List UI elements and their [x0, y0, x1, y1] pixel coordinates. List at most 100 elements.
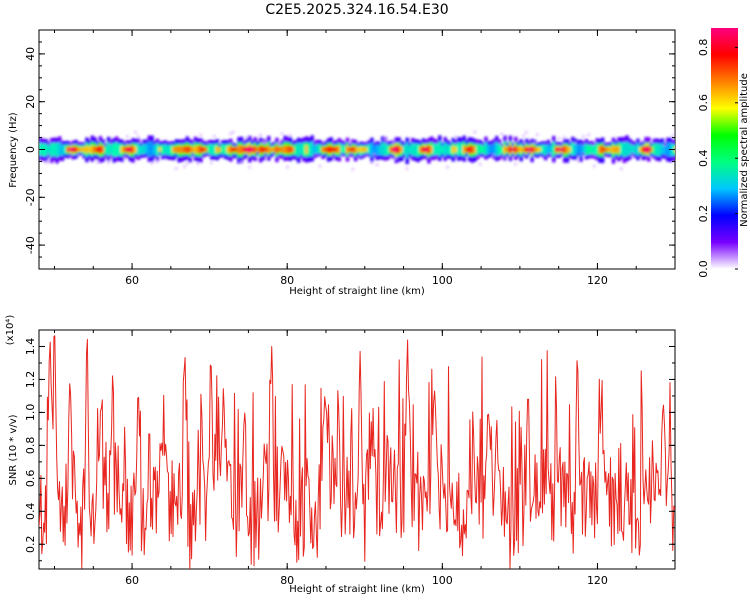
spectrogram-cell: [554, 147, 559, 152]
spectrogram-cell: [674, 130, 675, 134]
spectrogram-cell: [109, 157, 113, 161]
spectrogram-y-tick-label: 0: [24, 146, 37, 153]
spectrogram-cell: [533, 141, 537, 145]
spectrogram-cell: [560, 147, 564, 152]
spectrogram-cell: [576, 144, 580, 154]
spectrogram-cell: [630, 144, 635, 153]
spectrogram-y-tick-label: 40: [24, 47, 37, 61]
spectrogram-cell: [364, 147, 369, 152]
spectrogram-cell: [125, 146, 130, 153]
spectrogram-cell: [617, 145, 621, 154]
spectrogram-cell: [193, 145, 198, 154]
spectrogram-cell: [636, 143, 640, 156]
spectrogram-cell: [283, 145, 287, 154]
spectrogram-cell: [44, 160, 48, 164]
spectrogram-cell: [334, 146, 339, 153]
spectrogram-cell: [429, 145, 434, 154]
spectrogram-cell: [516, 147, 521, 152]
spectrogram-cell: [261, 140, 265, 144]
spectrogram-y-tick-label: -20: [24, 188, 37, 206]
spectrogram-cell: [280, 146, 285, 153]
spectrogram-cell: [562, 145, 567, 154]
spectrogram-cell: [484, 142, 488, 156]
spectrogram-cell: [478, 144, 483, 154]
spectrogram-cell: [58, 142, 62, 156]
spectrogram-cell: [378, 145, 382, 155]
spectrogram-cell: [163, 144, 168, 155]
spectrogram-cell: [552, 142, 556, 157]
snr-x-axis-title: Height of straight line (km): [289, 584, 425, 595]
spectrogram-cell: [619, 167, 623, 171]
spectrogram-cell: [253, 145, 257, 154]
snr-x-tick-label: 120: [587, 574, 608, 587]
spectrogram-cell: [505, 147, 510, 152]
spectrogram-cell: [400, 146, 404, 153]
spectrogram-cell: [470, 145, 475, 154]
spectrogram-cell: [196, 162, 200, 166]
spectrogram-cell: [310, 141, 314, 157]
spectrogram-cell: [191, 147, 195, 152]
spectrogram-cell: [348, 147, 352, 152]
spectrogram-cell: [381, 142, 385, 156]
spectrogram-cell: [66, 146, 70, 153]
spectrogram-cell: [351, 167, 355, 171]
spectrogram-cell: [256, 147, 260, 152]
spectrogram-x-tick-label: 100: [432, 274, 453, 287]
spectrogram-cell: [402, 145, 407, 155]
spectrogram-cell: [185, 145, 190, 154]
spectrogram-cell: [443, 142, 447, 156]
spectrogram-cell: [71, 146, 76, 153]
spectrogram-cell: [82, 147, 86, 152]
spectrogram-cell: [362, 147, 366, 152]
spectrogram-cell: [446, 144, 450, 155]
spectrogram-cell: [633, 145, 638, 155]
spectrogram-cell: [199, 145, 203, 154]
spectrogram-cell: [562, 136, 566, 140]
spectrogram-cell: [305, 145, 309, 154]
spectrogram-cell: [134, 146, 138, 153]
spectrogram-cell: [117, 143, 122, 156]
spectrogram-cell: [435, 144, 439, 155]
snr-y-tick-label: 1.2: [24, 371, 37, 389]
spectrogram-cell: [595, 143, 599, 156]
spectrogram-cell: [638, 147, 643, 152]
spectrogram-cell: [296, 142, 301, 157]
spectrogram-cell: [478, 162, 482, 166]
spectrogram-cell: [229, 146, 233, 153]
spectrogram-cell: [652, 143, 657, 155]
colorbar-tick-label: 0.6: [697, 94, 710, 112]
snr-y-tick-label: 1.0: [24, 404, 37, 422]
spectrogram-cell: [503, 145, 507, 154]
spectrogram-cell: [473, 130, 477, 134]
spectrogram-cell: [131, 145, 135, 154]
spectrogram-cell: [405, 142, 409, 158]
spectrogram-cell: [603, 147, 608, 152]
spectrogram-cell: [239, 160, 243, 164]
spectrogram-cell: [185, 161, 189, 165]
spectrogram-cell: [104, 146, 108, 155]
spectrogram-cell: [337, 145, 342, 154]
spectrogram-cell: [372, 145, 377, 154]
spectrogram-cell: [454, 135, 458, 139]
spectrogram-cell: [535, 147, 540, 152]
spectrogram-cell: [150, 141, 154, 157]
spectrogram-x-tick-label: 60: [125, 274, 139, 287]
spectrogram-cell: [343, 145, 347, 154]
spectrogram-cell: [288, 145, 293, 154]
spectrogram-cell: [389, 147, 393, 152]
spectrogram-cell: [367, 144, 371, 154]
colorbar-tick-label: 0.4: [697, 149, 710, 167]
spectrogram-cell: [172, 146, 176, 153]
spectrogram-cell: [315, 144, 320, 154]
spectrogram-cell: [522, 147, 526, 152]
spectrogram-panel: 60 80 100 120 -40 -20 0 20 40 Height of straight…: [8, 29, 676, 297]
spectrogram-cell: [269, 147, 274, 152]
spectrogram-cell: [85, 145, 89, 154]
spectrogram-cell: [68, 147, 73, 152]
spectrogram-cell: [332, 146, 336, 153]
spectrogram-cell: [408, 145, 412, 154]
spectrogram-cell: [153, 144, 157, 155]
spectrogram-band: [39, 130, 675, 171]
spectrogram-cell: [410, 143, 415, 156]
